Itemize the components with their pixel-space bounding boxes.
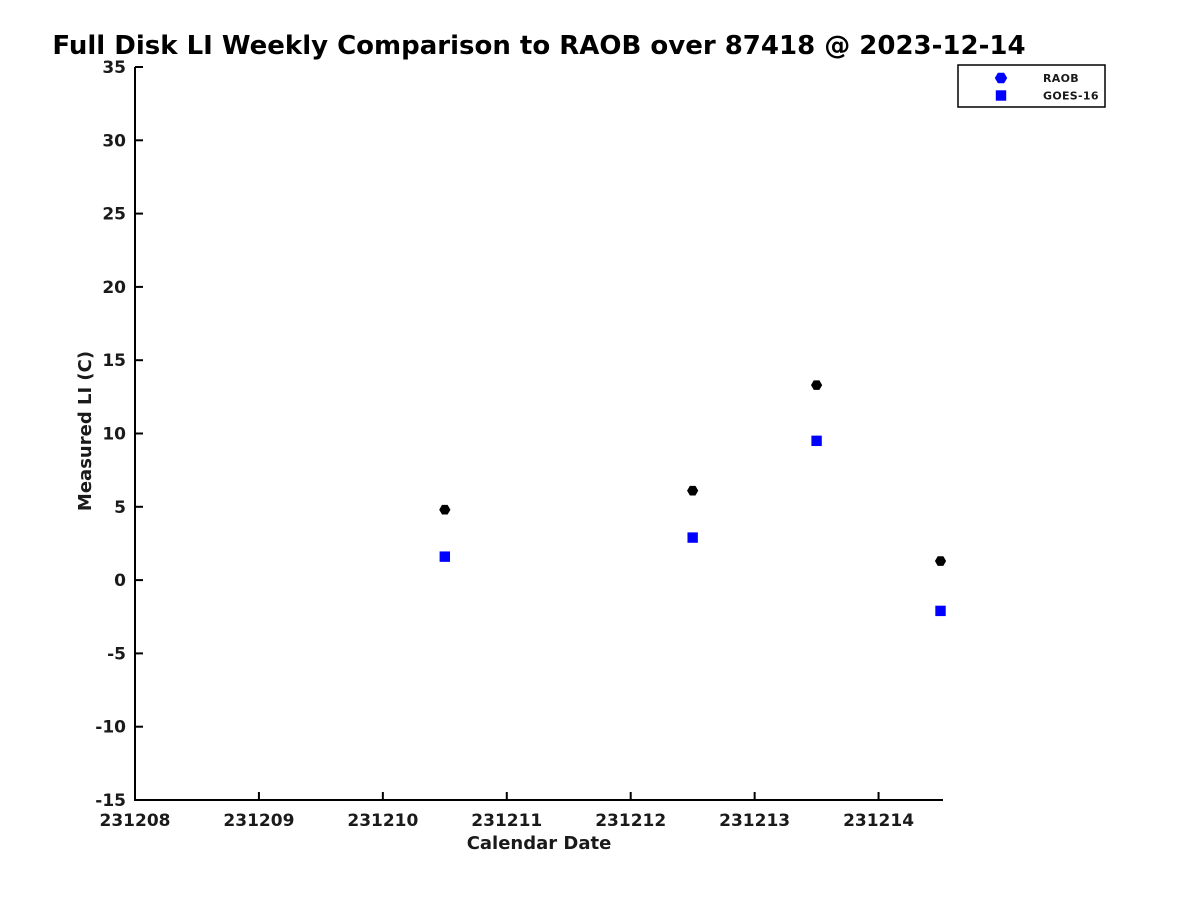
y-tick-label: 20 [102, 278, 126, 298]
data-point-goes-16 [687, 532, 698, 543]
data-point-goes-16 [935, 605, 946, 617]
x-axis-label: Calendar Date [467, 833, 612, 854]
y-tick-label: 30 [102, 131, 126, 151]
x-tick-label: 231213 [719, 811, 790, 831]
legend-label-goes-16: GOES-16 [1043, 90, 1099, 103]
legend-marker-raob [994, 72, 1008, 84]
y-tick-label: 10 [102, 425, 126, 445]
x-tick-label: 231214 [843, 811, 914, 831]
data-point-raob [439, 504, 451, 515]
y-tick-label: 0 [114, 571, 126, 591]
data-point-raob [687, 485, 699, 496]
legend: RAOB GOES-16 [957, 64, 1106, 108]
x-tick-label: 231209 [223, 811, 294, 831]
data-series [439, 380, 947, 617]
y-tick-label: 15 [102, 351, 126, 371]
axes: -15 -10 -5 0 5 10 15 20 25 30 35 231208 231209 231210… [95, 58, 943, 831]
data-point-goes-16 [811, 435, 822, 447]
y-tick-label: -5 [107, 644, 126, 664]
x-tick-label: 231208 [100, 811, 171, 831]
legend-marker-goes-16 [995, 90, 1007, 101]
legend-box [957, 64, 1106, 108]
data-point-raob [934, 556, 947, 566]
y-tick-label: -10 [95, 718, 126, 738]
y-tick-label: 25 [102, 205, 126, 225]
x-tick-label: 231211 [471, 811, 542, 831]
x-tick-label: 231210 [347, 811, 418, 831]
y-tick-label: -15 [95, 791, 126, 811]
chart-title: Full Disk LI Weekly Comparison to RAOB o… [52, 31, 1025, 61]
series-raob [439, 380, 947, 566]
data-point-raob [810, 380, 823, 390]
data-point-goes-16 [439, 551, 451, 562]
x-tick-label: 231212 [595, 811, 666, 831]
y-tick-label: 5 [114, 498, 126, 518]
y-axis-label: Measured LI (C) [75, 351, 96, 511]
y-tick-label: 35 [102, 58, 126, 78]
series-goes-16 [439, 435, 946, 617]
legend-label-raob: RAOB [1043, 72, 1079, 85]
